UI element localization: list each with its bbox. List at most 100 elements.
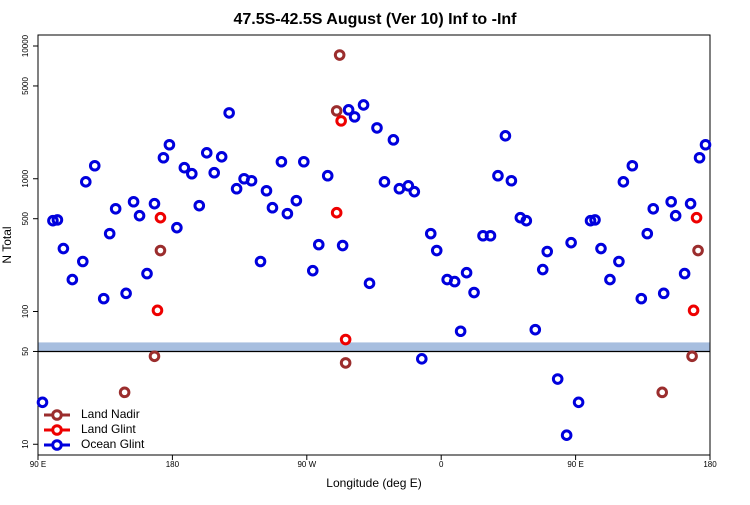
series — [151, 115, 703, 346]
x-tick-label: 90 E — [567, 460, 583, 469]
point — [230, 182, 243, 195]
point — [348, 111, 361, 123]
point — [254, 255, 267, 268]
point — [460, 266, 473, 279]
point — [657, 287, 670, 300]
band — [38, 342, 710, 352]
point — [393, 182, 406, 195]
point — [520, 214, 533, 227]
point — [336, 239, 349, 252]
series — [118, 49, 704, 399]
point — [342, 104, 355, 116]
point — [505, 174, 518, 187]
point — [306, 264, 319, 277]
y-tick-label: 50 — [21, 346, 30, 355]
point — [424, 227, 437, 240]
point — [499, 130, 512, 142]
point — [402, 179, 415, 192]
y-tick-label: 10 — [21, 439, 30, 448]
point — [541, 245, 554, 258]
point — [617, 176, 630, 188]
point — [141, 267, 153, 280]
point — [148, 350, 161, 363]
point — [200, 147, 213, 159]
point — [690, 211, 703, 224]
point — [77, 255, 89, 268]
point — [626, 159, 639, 172]
point — [536, 263, 549, 276]
series — [36, 99, 712, 442]
point — [330, 105, 343, 117]
point — [154, 244, 167, 257]
point — [363, 277, 376, 290]
point — [641, 227, 654, 240]
point — [154, 211, 167, 224]
point — [613, 255, 625, 268]
point — [266, 201, 279, 214]
point — [223, 107, 235, 119]
point — [635, 292, 648, 305]
point — [245, 174, 258, 187]
point — [120, 287, 132, 300]
y-tick-label: 5000 — [21, 77, 30, 95]
point — [163, 138, 176, 151]
chart-title: 47.5S-42.5S August (Ver 10) Inf to -Inf — [233, 11, 517, 28]
point — [565, 236, 577, 249]
point — [684, 197, 697, 210]
point — [656, 386, 669, 399]
point — [335, 115, 347, 127]
point — [298, 155, 310, 168]
x-tick-label: 180 — [166, 460, 180, 469]
point — [448, 275, 461, 288]
point — [36, 396, 49, 409]
point — [560, 429, 573, 442]
point — [57, 242, 70, 255]
point — [118, 386, 131, 399]
point — [88, 159, 101, 172]
point — [693, 151, 706, 164]
point — [699, 138, 712, 151]
point — [127, 195, 140, 208]
point — [79, 176, 92, 188]
point — [321, 169, 334, 182]
point — [157, 151, 170, 164]
point — [430, 244, 443, 257]
point — [151, 304, 164, 317]
point — [454, 325, 467, 338]
point — [290, 194, 303, 207]
point — [193, 199, 206, 212]
point — [148, 197, 161, 210]
point — [178, 161, 191, 174]
point — [595, 242, 607, 255]
point — [275, 155, 288, 168]
point — [678, 267, 691, 280]
y-tick-label: 500 — [21, 211, 30, 225]
point — [103, 227, 116, 240]
y-tick-label: 1000 — [21, 169, 30, 187]
y-axis-label: N Total — [0, 226, 14, 263]
y-tick-label: 100 — [21, 304, 30, 318]
plot-frame — [37, 34, 711, 456]
point — [281, 207, 294, 220]
point — [208, 166, 221, 179]
x-tick-label: 90 W — [297, 460, 316, 469]
point — [66, 273, 79, 286]
point — [387, 134, 400, 146]
legend-label: Land Nadir — [81, 407, 140, 421]
legend-label: Land Glint — [81, 422, 136, 436]
point — [415, 353, 428, 365]
point — [371, 122, 383, 134]
x-axis-label: Longitude (deg E) — [326, 476, 421, 490]
point — [339, 333, 352, 346]
point — [604, 273, 616, 286]
point — [492, 169, 504, 182]
point — [468, 286, 480, 299]
point — [589, 214, 601, 226]
point — [551, 373, 564, 385]
point — [572, 396, 585, 409]
legend-marker — [51, 424, 63, 436]
point — [260, 184, 273, 197]
point — [312, 238, 325, 251]
point — [186, 167, 198, 180]
